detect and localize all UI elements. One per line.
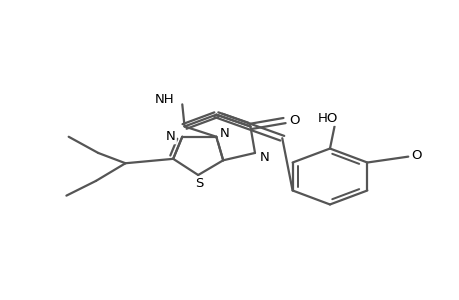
Text: S: S [195,177,203,190]
Text: N: N [219,127,229,140]
Text: NH: NH [154,93,174,106]
Text: N: N [259,151,269,164]
Text: O: O [289,114,299,127]
Text: HO: HO [317,112,337,125]
Text: N: N [166,130,175,143]
Text: O: O [410,149,421,162]
